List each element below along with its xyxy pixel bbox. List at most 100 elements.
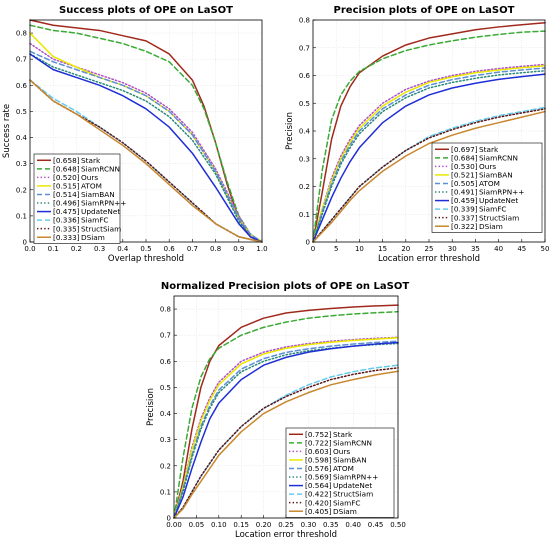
- legend-label: StructSiam: [81, 224, 121, 233]
- y-tick-label: 0.2: [16, 186, 27, 194]
- y-axis-label: Precision: [285, 112, 295, 150]
- x-tick-label: 0.4: [117, 245, 129, 253]
- y-tick-label: 0.7: [299, 44, 310, 52]
- series-line-updatenet: [29, 53, 263, 243]
- legend: [0.697] Stark[0.684] SiamRCNN[0.530] Ours[0…: [431, 142, 543, 233]
- x-tick-label: 0.40: [345, 521, 361, 529]
- chart-1: 0.0 0.1 0.2 0.3 0.4 0.5 0.6 0.7 0.8 0.9 1.0 0 0.1 0.2…: [2, 5, 268, 264]
- legend-score: [0.514]: [53, 190, 80, 199]
- x-tick-label: 20: [401, 245, 410, 253]
- legend-score: [0.420]: [305, 498, 332, 507]
- legend-label: Stark: [333, 430, 353, 439]
- legend-label: Stark: [479, 145, 499, 154]
- x-tick-label: 0.7: [187, 245, 198, 253]
- series-line-stark: [173, 304, 399, 519]
- legend-label: UpdateNet: [333, 481, 372, 490]
- series-line-siamrpn-: [312, 70, 546, 243]
- x-tick-label: 0.05: [189, 521, 205, 529]
- legend-label: ATOM: [479, 179, 500, 188]
- y-tick-label: 0.7: [16, 56, 27, 64]
- series-line-updatenet: [173, 341, 399, 519]
- legend-label: SiamRPN++: [81, 199, 126, 208]
- y-tick-label: 0: [306, 239, 310, 247]
- chart-title: Precision plots of OPE on LaSOT: [334, 5, 515, 16]
- legend-label: SiamBAN: [479, 171, 513, 180]
- x-tick-label: 0.0: [24, 245, 35, 253]
- x-tick-label: 0.15: [233, 521, 249, 529]
- legend-label: SiamFC: [81, 216, 109, 225]
- legend-label: StructSiam: [479, 213, 519, 222]
- x-tick-label: 0.30: [301, 521, 317, 529]
- y-tick-label: 0.3: [299, 155, 310, 163]
- series-line-siamfc: [173, 367, 399, 519]
- series-line-ours: [312, 63, 546, 243]
- y-tick-label: 0.8: [299, 17, 310, 25]
- x-tick-label: 1.0: [256, 245, 267, 253]
- legend-score: [0.530]: [451, 162, 478, 171]
- series-line-structsiam: [312, 108, 546, 243]
- y-tick-label: 0.2: [160, 462, 171, 470]
- x-tick-label: 0.2: [71, 245, 82, 253]
- series-line-siamban: [29, 50, 263, 243]
- x-tick-label: 0.8: [210, 245, 221, 253]
- legend-score: [0.521]: [451, 171, 478, 180]
- y-tick-label: 0.1: [299, 211, 310, 219]
- series-line-dsiam: [312, 110, 546, 243]
- series-line-siamban: [312, 65, 546, 243]
- x-tick-label: 0.10: [211, 521, 227, 529]
- legend-score: [0.722]: [305, 438, 332, 447]
- legend-score: [0.337]: [451, 213, 478, 222]
- legend-label: SiamBAN: [81, 190, 115, 199]
- y-tick-label: 0.4: [299, 128, 311, 136]
- legend-score: [0.336]: [53, 216, 80, 225]
- legend-score: [0.569]: [305, 473, 332, 482]
- plot-frame: [312, 19, 546, 243]
- series-line-stark: [29, 19, 263, 243]
- legend-label: DSiam: [479, 222, 503, 231]
- x-tick-label: 45: [517, 245, 526, 253]
- legend-label: Ours: [81, 173, 98, 182]
- y-tick-label: 0.3: [160, 436, 171, 444]
- y-tick-label: 0.8: [160, 306, 171, 314]
- legend-label: ATOM: [81, 182, 102, 191]
- series-line-siamrcnn: [173, 310, 399, 519]
- legend-label: SiamBAN: [333, 456, 367, 465]
- series-line-structsiam: [173, 364, 399, 519]
- x-tick-label: 30: [448, 245, 457, 253]
- y-tick-label: 0: [23, 239, 27, 247]
- legend-score: [0.752]: [305, 430, 332, 439]
- chart-3: 0.00 0.05 0.10 0.15 0.20 0.25 0.30 0.35 0.40 0.45…: [146, 281, 409, 540]
- legend-score: [0.322]: [451, 222, 478, 231]
- series-line-updatenet: [312, 73, 546, 243]
- legend-score: [0.459]: [451, 196, 478, 205]
- series-line-siamrcnn: [29, 24, 263, 243]
- x-tick-label: 0: [311, 245, 315, 253]
- legend-score: [0.505]: [451, 179, 478, 188]
- x-tick-label: 0.9: [233, 245, 244, 253]
- plot-frame: [29, 19, 263, 243]
- y-axis-label: Success rate: [2, 104, 12, 158]
- x-tick-label: 50: [541, 245, 550, 253]
- chart-title: Success plots of OPE on LaSOT: [59, 5, 233, 16]
- legend-score: [0.598]: [305, 456, 332, 465]
- legend-label: DSiam: [333, 507, 357, 516]
- series-line-stark: [312, 22, 546, 243]
- y-tick-label: 0: [167, 515, 171, 523]
- legend-label: SiamRPN++: [333, 473, 378, 482]
- x-tick-label: 0.3: [94, 245, 105, 253]
- chart-2: 0 5 10 15 20 25 30 35 40 45 50 0 0.1 0.2 0.3 0.4 0.5 0.6 0…: [285, 5, 549, 264]
- x-tick-label: 0.20: [256, 521, 272, 529]
- y-tick-label: 0.4: [160, 410, 172, 418]
- legend-score: [0.335]: [53, 224, 80, 233]
- x-tick-label: 0.25: [278, 521, 294, 529]
- y-axis-label: Precision: [146, 388, 156, 426]
- x-tick-label: 10: [355, 245, 364, 253]
- x-tick-label: 25: [425, 245, 434, 253]
- legend-label: Stark: [81, 156, 101, 165]
- legend-score: [0.496]: [53, 199, 80, 208]
- y-tick-label: 0.5: [160, 384, 171, 392]
- y-tick-label: 0.5: [16, 108, 27, 116]
- series-line-siamrcnn: [312, 30, 546, 243]
- legend-label: ATOM: [333, 464, 354, 473]
